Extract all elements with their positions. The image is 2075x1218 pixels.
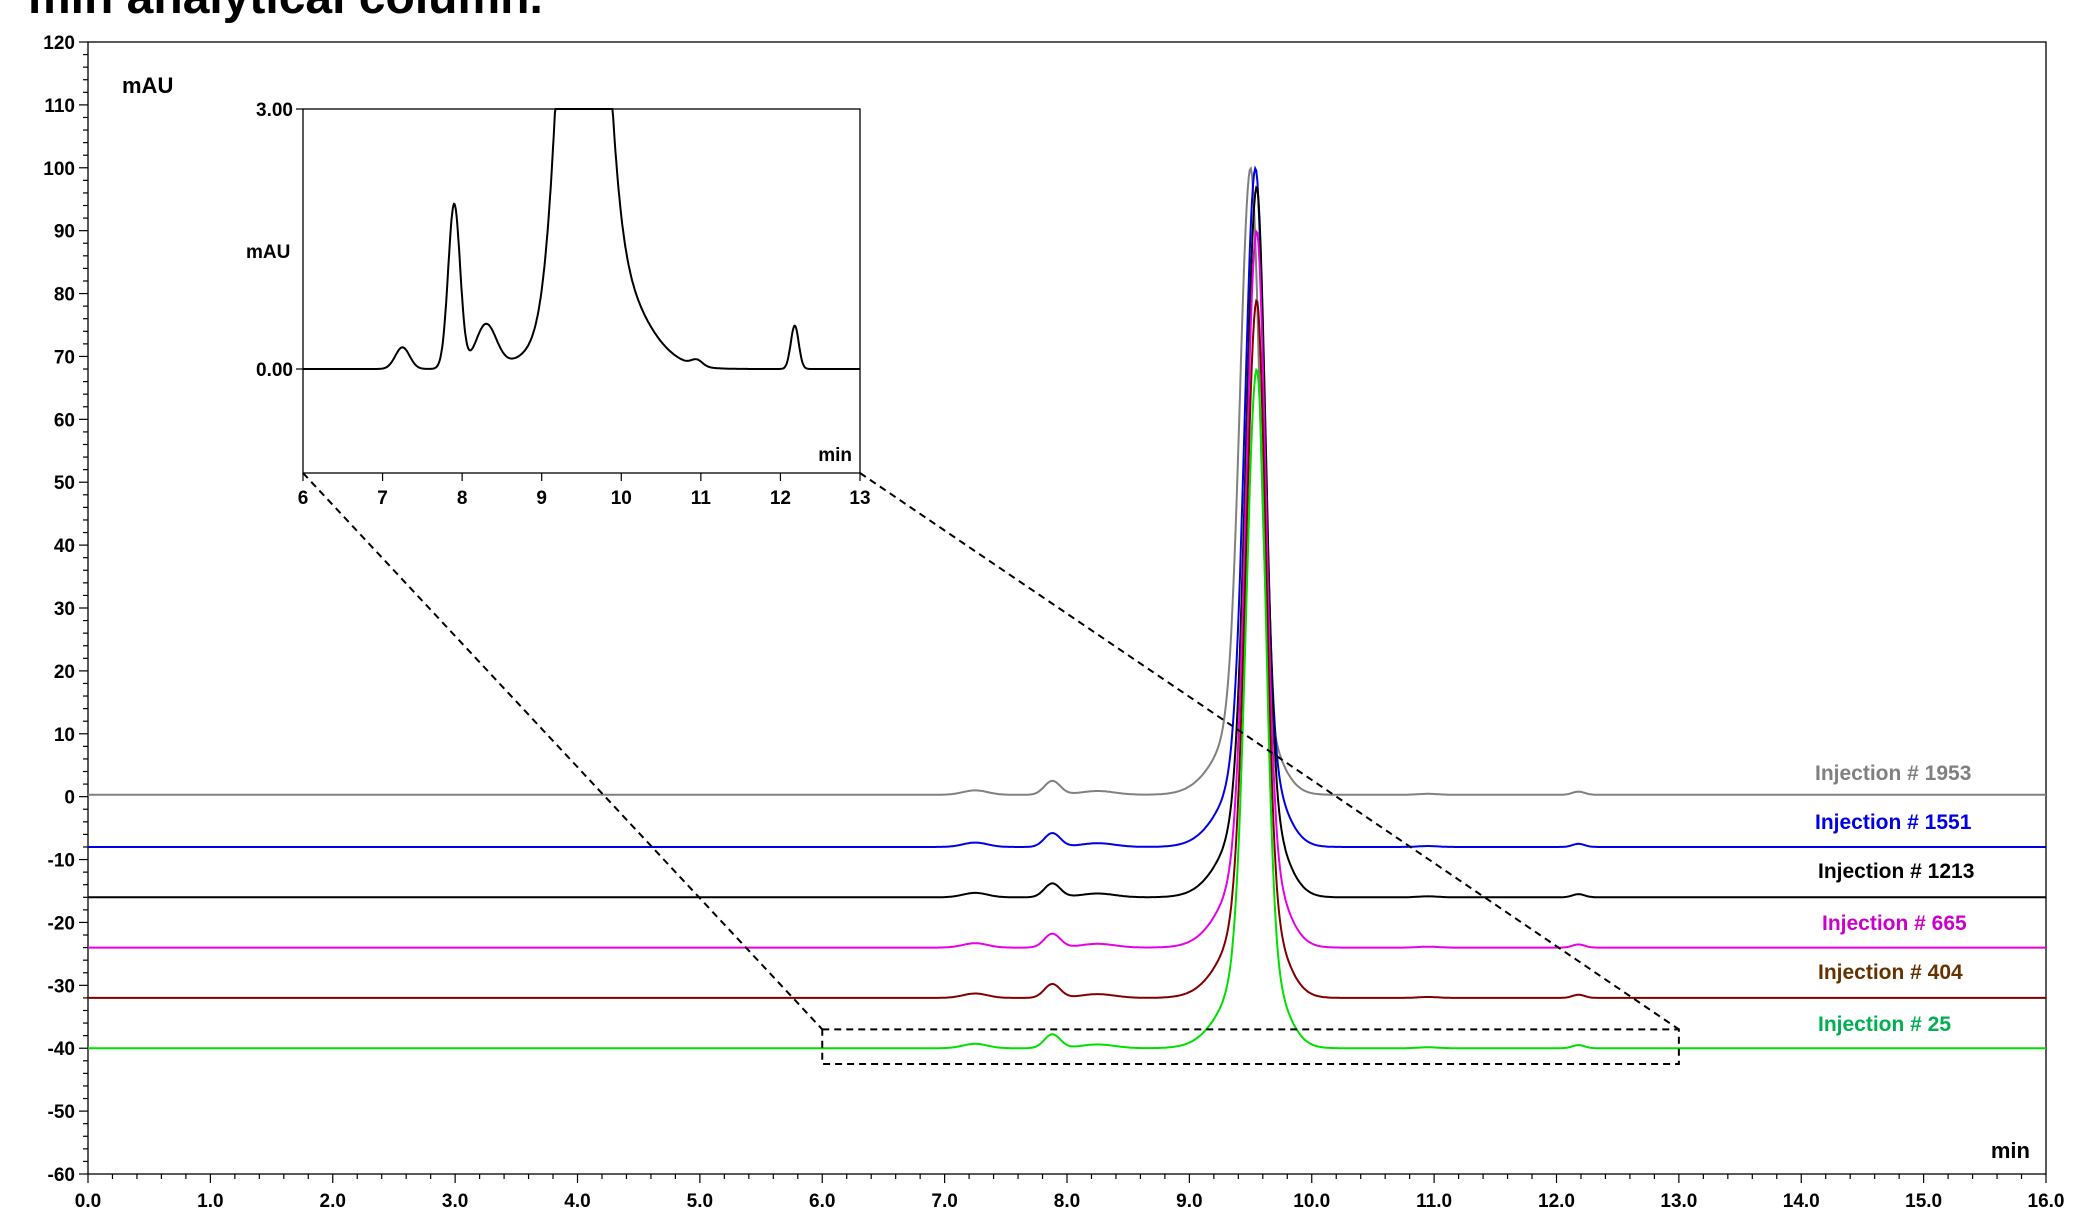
inset-x-tick-label: 7 — [377, 488, 388, 509]
x-tick-label: 1.0 — [197, 1191, 223, 1212]
x-tick-label: 11.0 — [1416, 1191, 1452, 1212]
y-tick-label: 40 — [54, 536, 75, 557]
legend-label-5: Injection # 25 — [1818, 1013, 1951, 1036]
x-tick-label: 15.0 — [1905, 1191, 1942, 1212]
y-axis-unit-label: mAU — [122, 73, 173, 98]
x-tick-label: 13.0 — [1660, 1191, 1697, 1212]
inset-x-tick-label: 8 — [457, 488, 468, 509]
x-tick-label: 2.0 — [320, 1191, 346, 1212]
zoom-connector-left — [302, 472, 823, 1031]
legend-label-0: Injection # 1953 — [1815, 762, 1971, 785]
x-tick-label: 10.0 — [1293, 1191, 1330, 1212]
legend-label-3: Injection # 665 — [1822, 912, 1967, 935]
legend-label-1: Injection # 1551 — [1815, 811, 1972, 834]
inset-x-unit-label: min — [818, 445, 852, 466]
x-tick-label: 9.0 — [1176, 1191, 1202, 1212]
trace-line-0 — [88, 166, 2046, 796]
y-tick-label: 50 — [54, 473, 75, 494]
x-axis-unit-label: min — [1991, 1138, 2030, 1163]
x-tick-label: 8.0 — [1054, 1191, 1080, 1212]
inset-plot: 6 7 8 9 10 11 12 13 3.00 0.00 mAU min — [246, 100, 1680, 1031]
trace-line-3 — [88, 229, 2046, 949]
y-tick-label: 110 — [44, 96, 75, 117]
y-tick-label: 20 — [54, 662, 75, 683]
inset-x-tick-label: 13 — [849, 488, 870, 509]
trace-line-4 — [88, 298, 2046, 999]
page-title: min analytical column. — [28, 0, 543, 25]
x-tick-label: 16.0 — [2028, 1191, 2065, 1212]
inset-x-tick-label: 10 — [611, 488, 632, 509]
y-tick-label: -20 — [48, 913, 75, 934]
inset-y-tick-label: 3.00 — [256, 100, 293, 121]
x-tick-label: 3.0 — [442, 1191, 468, 1212]
y-tick-label: -40 — [48, 1039, 75, 1060]
inset-y-tick-label: 0.00 — [256, 360, 293, 381]
trace-line-5 — [88, 367, 2046, 1050]
y-tick-label: 100 — [43, 159, 75, 180]
y-tick-label: -30 — [48, 976, 75, 997]
zoom-connector-right — [859, 472, 1680, 1031]
x-tick-label: 14.0 — [1783, 1191, 1820, 1212]
main-plot: 1201101009080706050403020100-10-20-30-40… — [43, 33, 2064, 1212]
trace-line-2 — [88, 185, 2046, 899]
inset-x-tick-label: 12 — [770, 488, 791, 509]
x-tick-label: 4.0 — [564, 1191, 590, 1212]
inset-trace-line — [303, 108, 860, 370]
x-tick-label: 5.0 — [687, 1191, 713, 1212]
y-tick-label: 80 — [54, 285, 75, 306]
x-tick-label: 7.0 — [931, 1191, 957, 1212]
y-tick-label: 70 — [54, 347, 75, 368]
inset-x-tick-label: 9 — [536, 488, 547, 509]
zoom-region-box — [821, 1028, 1680, 1065]
legend-label-2: Injection # 1213 — [1818, 860, 1974, 883]
inset-frame — [302, 108, 861, 474]
y-tick-label: -50 — [48, 1102, 75, 1123]
x-tick-label: 6.0 — [809, 1191, 835, 1212]
inset-x-tick-label: 6 — [298, 488, 309, 509]
trace-line-1 — [88, 165, 2046, 848]
y-tick-label: 120 — [43, 33, 75, 54]
inset-x-tick-label: 11 — [691, 488, 712, 509]
y-tick-label: 60 — [54, 410, 75, 431]
y-tick-label: -10 — [48, 851, 75, 872]
legend-label-4: Injection # 404 — [1818, 961, 1963, 984]
x-tick-label: 12.0 — [1538, 1191, 1575, 1212]
y-tick-label: 30 — [54, 599, 75, 620]
y-tick-label: -60 — [48, 1165, 75, 1186]
y-tick-label: 10 — [54, 725, 75, 746]
inset-y-unit-label: mAU — [246, 242, 290, 263]
y-tick-label: 90 — [54, 222, 75, 243]
y-tick-label: 0 — [64, 788, 75, 809]
x-tick-label: 0.0 — [75, 1191, 101, 1212]
